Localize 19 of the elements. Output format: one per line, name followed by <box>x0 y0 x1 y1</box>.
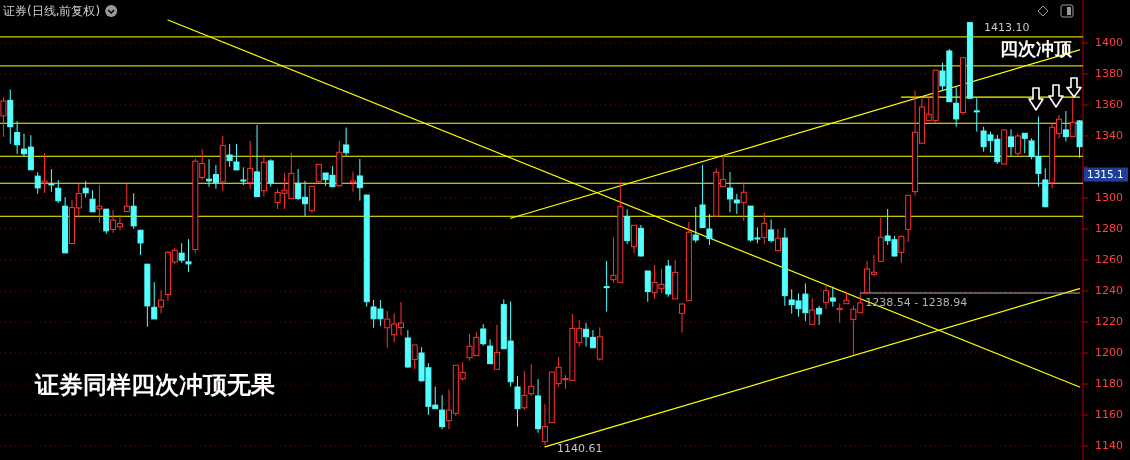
y-tick-label: 1140 <box>1095 439 1123 453</box>
annotation: 1413.10 <box>984 21 1030 34</box>
annotation: 四次冲顶 <box>1000 38 1073 59</box>
annotation: 1140.61 <box>557 442 603 455</box>
y-tick-label: 1340 <box>1095 128 1123 142</box>
y-tick-label: 1360 <box>1095 97 1123 111</box>
y-tick-label: 1200 <box>1095 346 1123 360</box>
y-tick-label: 1380 <box>1095 66 1123 80</box>
y-tick-label: 1280 <box>1095 221 1123 235</box>
y-tick-label: 1240 <box>1095 284 1123 298</box>
y-tick-label: 1400 <box>1095 35 1123 49</box>
annotation: 1315.1 <box>1087 167 1124 180</box>
y-tick-label: 1220 <box>1095 315 1123 329</box>
annotation: 证券同样四次冲顶无果 <box>34 371 275 399</box>
y-tick-label: 1160 <box>1095 408 1123 422</box>
chart-title: 证券(日线,前复权) <box>3 4 101 18</box>
y-tick-label: 1260 <box>1095 253 1123 266</box>
y-tick-label: 1180 <box>1095 377 1123 391</box>
y-tick-label: 1300 <box>1095 190 1123 204</box>
